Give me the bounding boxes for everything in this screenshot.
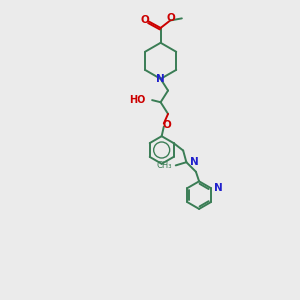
Text: O: O — [141, 16, 149, 26]
Text: N: N — [156, 74, 165, 84]
Text: N: N — [190, 157, 198, 167]
Text: HO: HO — [129, 95, 146, 105]
Text: O: O — [163, 119, 171, 130]
Text: CH₃: CH₃ — [156, 161, 172, 170]
Text: O: O — [167, 13, 176, 22]
Text: N: N — [214, 183, 223, 193]
